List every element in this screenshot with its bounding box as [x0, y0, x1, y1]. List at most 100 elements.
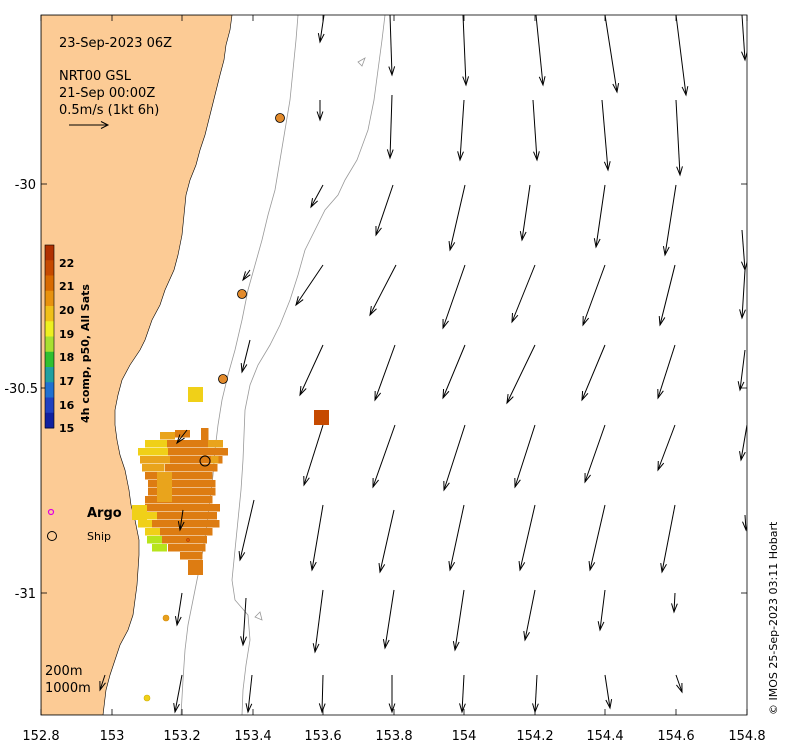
ship-legend-icon [47, 531, 57, 541]
scale-label: 0.5m/s (1kt 6h) [59, 103, 159, 118]
vector-arrow-icon [582, 264, 606, 327]
argo-float-icon[interactable] [275, 113, 285, 123]
colorbar-title: 4h comp, p50, All Sats [79, 284, 92, 423]
contour-1000m-label: 1000m [45, 681, 91, 696]
axis-ticks [40, 15, 748, 715]
vector-arrow-icon [448, 504, 465, 572]
vector-arrow-icon [739, 424, 747, 462]
vector-arrow-icon [675, 99, 683, 177]
vector-arrow-icon [388, 675, 396, 714]
contour-200m [180, 15, 299, 715]
vector-arrow-icon [535, 15, 546, 87]
vector-arrow-icon [240, 597, 247, 647]
vector-arrow-icon [240, 339, 251, 374]
vector-arrow-icon [675, 674, 683, 694]
argo-float-icon[interactable] [143, 694, 151, 702]
vector-arrow-icon [588, 504, 606, 572]
vector-arrow-icon [176, 429, 188, 445]
colorbar-tick: 20 [59, 304, 75, 317]
vector-arrow-icon [374, 344, 396, 402]
argo-legend-icon [47, 508, 55, 516]
vector-arrow-icon [593, 184, 606, 249]
contour-200m-label: 200m [45, 664, 82, 679]
x-tick-label: 154.2 [516, 729, 553, 744]
vector-arrow-icon [675, 15, 689, 97]
vector-arrow-icon [442, 344, 466, 400]
colorbar-tick: 21 [59, 280, 74, 293]
x-tick-label: 152.8 [22, 729, 59, 744]
vector-arrow-icon [318, 674, 326, 714]
colorbar: 22 21 20 19 18 17 16 15 4h comp, p50, Al… [44, 244, 92, 435]
scale-arrow-icon [69, 121, 110, 129]
ship-icon[interactable] [199, 455, 211, 467]
vector-arrow-icon [388, 15, 396, 77]
vector-arrow-icon [177, 509, 185, 532]
argo-float-icon[interactable] [162, 614, 170, 622]
coastline-land [41, 15, 233, 715]
vector-arrow-icon [604, 674, 613, 710]
vector-arrow-icon [372, 424, 396, 489]
colorbar-tick: 15 [59, 422, 74, 435]
vector-arrow-icon [245, 674, 253, 714]
vector-arrow-icon [173, 674, 183, 714]
vector-arrow-icon [532, 99, 540, 162]
vector-arrow-icon [238, 499, 255, 562]
vector-arrow-icon [443, 424, 466, 492]
vector-arrow-icon [462, 15, 470, 87]
argo-float-icon[interactable] [186, 538, 190, 542]
x-tick-label: 154 [452, 729, 477, 744]
vector-arrow-icon [741, 15, 747, 62]
vector-arrow-icon [506, 344, 536, 405]
vector-arrow-icon [514, 424, 536, 489]
argo-legend-label: Argo [87, 506, 122, 521]
vector-arrow-icon [511, 264, 536, 324]
vector-arrow-icon [523, 589, 536, 642]
argo-float-icon[interactable] [218, 374, 228, 384]
vector-arrow-icon [459, 674, 466, 714]
x-tick-label: 153.4 [234, 729, 271, 744]
vector-arrow-icon [99, 674, 106, 692]
vector-arrow-icon [312, 589, 324, 654]
colorbar-tick: 22 [59, 257, 74, 270]
vector-arrow-icon [442, 264, 466, 330]
ship-legend-label: Ship [87, 530, 111, 543]
colorbar-tick: 19 [59, 328, 74, 341]
contour-1000m [231, 15, 386, 715]
vector-arrow-icon [174, 592, 183, 627]
vector-arrow-icon [375, 184, 394, 237]
y-tick-label: -30.5 [4, 382, 38, 397]
x-tick-label: 154.4 [586, 729, 623, 744]
vector-arrow-icon [662, 184, 677, 257]
vector-arrow-icon [378, 509, 395, 574]
vector-arrow-icon [299, 344, 324, 397]
vector-arrow-icon [658, 264, 676, 327]
vector-arrow-icon [671, 592, 678, 614]
vector-arrow-icon [457, 99, 465, 162]
vector-arrow-icon [452, 589, 465, 652]
x-tick-label: 153.2 [163, 729, 200, 744]
vector-arrow-icon [518, 504, 536, 572]
vector-arrow-icon [386, 94, 394, 160]
vector-arrow-icon [657, 424, 676, 472]
vector-arrow-icon [604, 15, 620, 94]
vector-arrow-icon [597, 589, 606, 632]
vector-arrow-icon [295, 264, 324, 307]
vector-arrow-icon [382, 589, 395, 650]
argo-float-markers [143, 113, 285, 702]
vector-arrow-icon [660, 504, 676, 574]
x-tick-label: 153.8 [375, 729, 412, 744]
vector-arrow-icon [303, 424, 324, 487]
vector-arrow-icon [739, 269, 746, 320]
y-tick-label: -30 [15, 178, 36, 193]
x-axis-labels: 152.8 153 153.2 153.4 153.6 153.8 154 15… [22, 729, 765, 744]
vector-arrow-icon [310, 184, 324, 209]
date-label: 23-Sep-2023 06Z [59, 36, 172, 51]
vector-arrow-icon [369, 264, 397, 317]
vector-arrow-icon [581, 344, 606, 402]
vector-arrow-icon [742, 514, 747, 532]
product-label: NRT00 GSL [59, 69, 132, 84]
vector-arrow-icon [519, 184, 531, 242]
x-tick-label: 153 [100, 729, 125, 744]
argo-float-icon[interactable] [237, 289, 247, 299]
